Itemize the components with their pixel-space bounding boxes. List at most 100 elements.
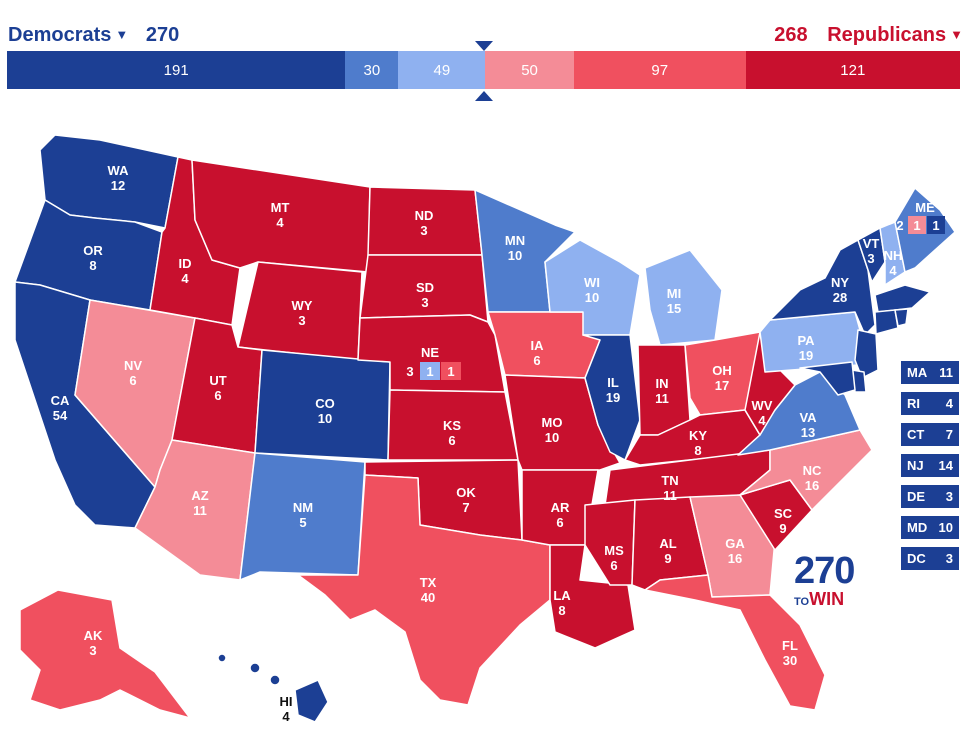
republicans-total: 268 (774, 24, 808, 46)
side-state-dc[interactable]: DC 3 (901, 547, 959, 570)
logo-win: WIN (809, 589, 845, 609)
state-label-wi: WI (584, 275, 600, 290)
state-tx[interactable] (297, 474, 551, 706)
democrats-total: 270 (145, 24, 180, 46)
state-ev-id: 4 (181, 271, 189, 286)
state-label-oh: OH (712, 363, 732, 378)
state-hi[interactable] (294, 679, 329, 723)
state-label-pa: PA (797, 333, 815, 348)
state-label-va: VA (799, 410, 817, 425)
state-nh[interactable] (879, 221, 906, 286)
caret-down-icon: ▼ (115, 27, 129, 42)
midpoint-marker-top (475, 41, 493, 51)
me-district-rep-box[interactable] (908, 216, 926, 234)
state-label-nc: NC (803, 463, 822, 478)
state-label-ms: MS (604, 543, 624, 558)
state-ev-hi: 4 (282, 709, 290, 724)
state-label-sc: SC (774, 506, 793, 521)
state-label-ia: IA (531, 338, 545, 353)
state-ct[interactable] (874, 309, 899, 335)
side-state-de[interactable]: DE 3 (901, 485, 959, 508)
state-ri[interactable] (894, 308, 909, 327)
state-ev-co: 10 (318, 411, 332, 426)
state-label-fl: FL (782, 638, 798, 653)
state-label-ar: AR (551, 500, 570, 515)
state-label-al: AL (659, 536, 676, 551)
side-state-ev: 11 (939, 365, 953, 380)
democrats-dropdown[interactable]: Democrats ▼ (8, 24, 128, 46)
state-ev-wi: 10 (585, 290, 599, 305)
state-ev-mt: 4 (276, 215, 284, 230)
bar-segment-likely-dem[interactable]: 30 (345, 51, 399, 89)
state-ca[interactable] (14, 281, 156, 529)
state-ev-in: 11 (655, 391, 669, 406)
state-ev-me: 2 (896, 218, 903, 233)
state-ev-sd: 3 (421, 295, 428, 310)
state-ev-or: 8 (89, 258, 96, 273)
state-ev-ca: 54 (53, 408, 68, 423)
us-electoral-map: WA12OR8CA54NV6ID4MT4WY3UT6AZ11CO10NM5ND3… (14, 134, 956, 724)
electoral-vote-bar: 191 30 49 50 97 121 (7, 51, 960, 89)
state-ev-vt: 3 (867, 251, 874, 266)
side-state-ma[interactable]: MA 11 (901, 361, 959, 384)
side-state-ri[interactable]: RI 4 (901, 392, 959, 415)
side-state-abbr: RI (907, 396, 920, 411)
midpoint-marker-bottom (475, 91, 493, 101)
side-state-ct[interactable]: CT 7 (901, 423, 959, 446)
state-ev-pa: 19 (799, 348, 813, 363)
state-ev-wa: 12 (111, 178, 125, 193)
bar-segment-lean-dem[interactable]: 49 (398, 51, 486, 89)
republicans-header: 268 Republicans ▼ (774, 24, 963, 47)
ne-district-dem-box[interactable] (420, 362, 440, 380)
state-il[interactable] (582, 334, 641, 461)
side-state-abbr: CT (907, 427, 925, 442)
state-fl[interactable] (644, 574, 826, 711)
state-ev-ut: 6 (214, 388, 221, 403)
caret-down-icon: ▼ (950, 27, 963, 42)
state-nm[interactable] (239, 452, 366, 581)
state-vt[interactable] (857, 227, 886, 283)
state-label-or: OR (83, 243, 103, 258)
state-ev-ms: 6 (610, 558, 617, 573)
state-ev-nc: 16 (805, 478, 819, 493)
state-la[interactable] (549, 544, 636, 649)
state-labels: WA12OR8CA54NV6ID4MT4WY3UT6AZ11CO10NM5ND3… (51, 163, 935, 724)
state-label-tn: TN (661, 473, 678, 488)
side-state-ev: 3 (945, 489, 953, 504)
ne-district-rep-box[interactable] (441, 362, 461, 380)
bar-segment-lean-rep[interactable]: 50 (485, 51, 574, 89)
state-label-co: CO (315, 396, 335, 411)
state-label-mn: MN (505, 233, 525, 248)
state-label-tx: TX (420, 575, 437, 590)
state-ev-ne: 3 (406, 364, 413, 379)
side-state-md[interactable]: MD 10 (901, 516, 959, 539)
state-ev-ks: 6 (448, 433, 455, 448)
state-ev-wv: 4 (758, 413, 766, 428)
state-mi[interactable] (644, 249, 723, 346)
270towin-logo: 270 TOWIN (794, 552, 855, 611)
bar-segment-safe-rep[interactable]: 121 (745, 51, 960, 89)
state-ev-oh: 17 (715, 378, 729, 393)
state-ev-ar: 6 (556, 515, 563, 530)
state-label-mo: MO (542, 415, 563, 430)
bar-segment-likely-rep[interactable]: 97 (573, 51, 746, 89)
state-ev-ky: 8 (694, 443, 701, 458)
me-district-dem-box[interactable] (927, 216, 945, 234)
state-label-il: IL (607, 375, 619, 390)
state-ev-ny: 28 (833, 290, 847, 305)
state-ak[interactable] (19, 589, 191, 719)
state-ev-al: 9 (664, 551, 671, 566)
side-state-abbr: NJ (907, 458, 924, 473)
state-nj[interactable] (854, 329, 879, 379)
state-ev-il: 19 (606, 390, 620, 405)
bar-segment-safe-dem[interactable]: 191 (7, 51, 346, 89)
ne-district-dem-value: 1 (426, 364, 433, 379)
state-ev-mo: 10 (545, 430, 559, 445)
state-ma[interactable] (874, 284, 931, 313)
me-district-dem-value: 1 (932, 218, 939, 233)
republicans-dropdown[interactable]: Republicans ▼ (827, 24, 963, 46)
state-md[interactable] (799, 361, 856, 396)
state-ms[interactable] (584, 499, 636, 586)
side-state-nj[interactable]: NJ 14 (901, 454, 959, 477)
state-label-nm: NM (293, 500, 313, 515)
